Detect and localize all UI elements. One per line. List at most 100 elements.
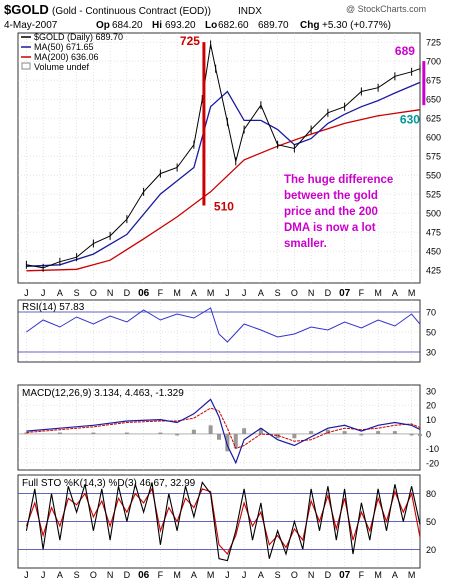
x-axis-label-bottom: M bbox=[173, 570, 181, 580]
price-panel-ytick: 475 bbox=[426, 228, 441, 238]
rsi-title: RSI(14) 57.83 bbox=[22, 302, 85, 313]
rsi-panel-ytick: 70 bbox=[426, 308, 436, 318]
instrument-name: (Gold - Continuous Contract (EOD)) bbox=[52, 6, 211, 17]
price-panel-ytick: 600 bbox=[426, 133, 441, 143]
x-axis-label-mid: J bbox=[225, 288, 230, 298]
legend-entry: MA(200) 636.06 bbox=[34, 52, 99, 62]
x-axis-label-mid: F bbox=[158, 288, 164, 298]
x-axis-label-bottom: O bbox=[90, 570, 97, 580]
annotation-comment-line: The huge difference bbox=[284, 174, 393, 186]
x-axis-label-mid: J bbox=[41, 288, 46, 298]
x-axis-label-mid: 06 bbox=[138, 288, 150, 299]
macd-panel-ytick: 30 bbox=[426, 386, 436, 396]
header-date: 4-May-2007 bbox=[4, 20, 58, 31]
annotation-high-725: 725 bbox=[180, 34, 200, 48]
annotation-689: 689 bbox=[395, 44, 415, 58]
x-axis-label-bottom: J bbox=[242, 570, 247, 580]
x-axis-label-mid: S bbox=[275, 288, 281, 298]
exchange-label: INDX bbox=[238, 6, 262, 17]
sto-d-line bbox=[25, 487, 421, 555]
price-panel-ytick: 500 bbox=[426, 209, 441, 219]
x-axis-label-mid: N bbox=[308, 288, 315, 298]
x-axis-label-mid: D bbox=[124, 288, 131, 298]
ma50-line bbox=[26, 81, 421, 267]
sto-k-line bbox=[25, 481, 421, 562]
price-panel-ytick: 675 bbox=[426, 76, 441, 86]
macd-histogram-bar bbox=[175, 433, 180, 436]
x-axis-label-bottom: D bbox=[124, 570, 131, 580]
x-axis-label-mid: M bbox=[173, 288, 181, 298]
x-axis-label-bottom: J bbox=[41, 570, 46, 580]
macd-histogram-bar bbox=[233, 433, 238, 449]
rsi-panel-ytick: 30 bbox=[426, 348, 436, 358]
macd-histogram-bar bbox=[57, 432, 62, 434]
legend-entry: MA(50) 671.65 bbox=[34, 42, 94, 52]
macd-histogram-bar bbox=[342, 431, 347, 434]
macd-histogram-bar bbox=[24, 432, 29, 434]
x-axis-label-mid: O bbox=[90, 288, 97, 298]
x-axis-label-mid: 07 bbox=[339, 288, 351, 299]
macd-panel-ytick: 20 bbox=[426, 401, 436, 411]
x-axis-label-mid: F bbox=[359, 288, 365, 298]
x-axis-label-bottom: 06 bbox=[138, 570, 150, 581]
price-panel-ytick: 650 bbox=[426, 95, 441, 105]
sto-title: Full STO %K(14,3) %D(3) 46.67, 32.99 bbox=[22, 478, 196, 489]
x-axis-label-bottom: S bbox=[275, 570, 281, 580]
x-axis-label-mid: O bbox=[291, 288, 298, 298]
macd-line bbox=[26, 398, 421, 465]
x-axis-label-mid: D bbox=[325, 288, 332, 298]
header-close-value: 689.70 bbox=[258, 20, 289, 31]
x-axis-label-mid: A bbox=[392, 288, 398, 298]
price-panel-ytick: 575 bbox=[426, 152, 441, 162]
x-axis-label-bottom: N bbox=[308, 570, 315, 580]
ma200-line bbox=[26, 109, 421, 272]
x-axis-label-bottom: A bbox=[258, 570, 264, 580]
price-panel-ytick: 425 bbox=[426, 266, 441, 276]
price-panel-ytick: 550 bbox=[426, 171, 441, 181]
rsi-line bbox=[26, 307, 421, 343]
header-chg-value: +5.30 (+0.77%) bbox=[322, 20, 391, 31]
x-axis-label-bottom: M bbox=[374, 570, 382, 580]
x-axis-label-mid: A bbox=[191, 288, 197, 298]
macd-histogram-bar bbox=[376, 431, 381, 434]
price-panel-frame bbox=[17, 32, 421, 284]
legend-swatch bbox=[21, 62, 31, 70]
macd-panel-ytick: -10 bbox=[426, 444, 439, 454]
x-axis-label-bottom: O bbox=[291, 570, 298, 580]
x-axis-label-mid: M bbox=[207, 288, 215, 298]
x-axis-label-bottom: N bbox=[107, 570, 114, 580]
macd-histogram-bar bbox=[208, 425, 213, 434]
x-axis-label-mid: A bbox=[258, 288, 264, 298]
header-hi-value: 693.20 bbox=[165, 20, 196, 31]
macd-histogram-bar bbox=[275, 433, 280, 439]
x-axis-label-bottom: D bbox=[325, 570, 332, 580]
price-panel-ytick: 700 bbox=[426, 57, 441, 67]
macd-histogram-bar bbox=[292, 433, 297, 439]
x-axis-label-mid: M bbox=[408, 288, 416, 298]
macd-histogram-bar bbox=[91, 432, 96, 434]
x-axis-label-mid: S bbox=[74, 288, 80, 298]
x-axis-label-mid: M bbox=[374, 288, 382, 298]
x-axis-label-bottom: J bbox=[24, 570, 29, 580]
x-axis-label-mid: J bbox=[24, 288, 29, 298]
x-axis-label-bottom: M bbox=[408, 570, 416, 580]
x-axis-label-bottom: J bbox=[225, 570, 230, 580]
legend-entry: Volume undef bbox=[34, 62, 90, 72]
macd-histogram-bar bbox=[418, 433, 422, 436]
x-axis-label-bottom: M bbox=[207, 570, 215, 580]
macd-histogram-bar bbox=[409, 433, 414, 436]
header-hi-label: Hi bbox=[152, 20, 162, 31]
macd-histogram-bar bbox=[309, 431, 314, 434]
x-axis-label-bottom: S bbox=[74, 570, 80, 580]
x-axis-label-mid: J bbox=[242, 288, 247, 298]
macd-panel-ytick: -20 bbox=[426, 458, 439, 468]
annotation-comment-line: between the gold bbox=[284, 190, 378, 202]
header-lo-label: Lo bbox=[205, 20, 217, 31]
x-axis-label-mid: N bbox=[107, 288, 114, 298]
symbol-title: $GOLD bbox=[4, 2, 49, 17]
sto-panel-ytick: 20 bbox=[426, 545, 436, 555]
annotation-comment-line: price and the 200 bbox=[284, 206, 378, 218]
annotation-comment-line: DMA is now a lot bbox=[284, 222, 376, 234]
macd-histogram-bar bbox=[124, 432, 129, 434]
